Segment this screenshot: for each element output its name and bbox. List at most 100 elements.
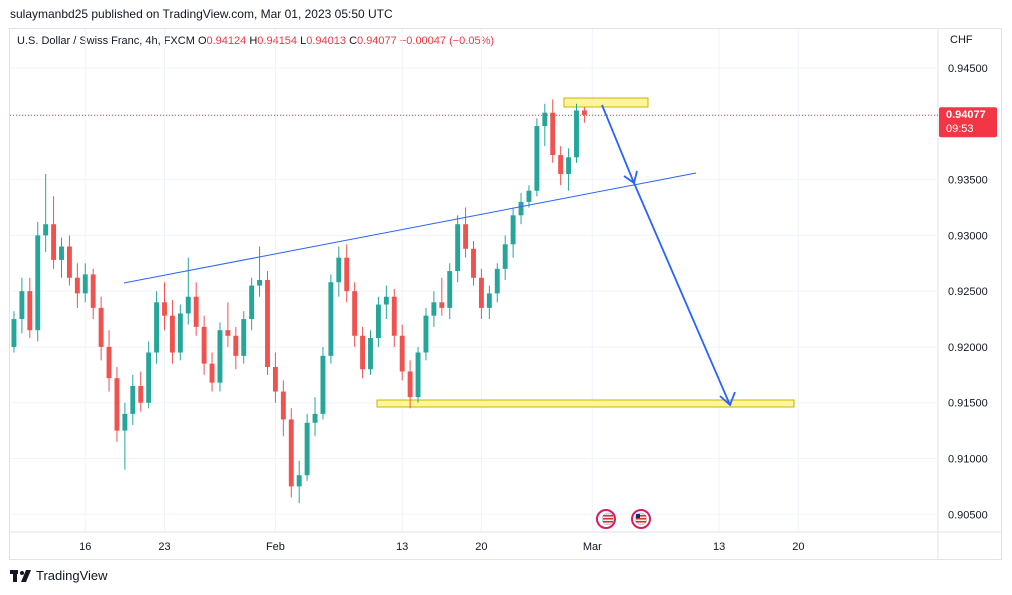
candle [320, 346, 326, 420]
us-flag-icon[interactable] [631, 509, 651, 529]
candle [518, 192, 524, 225]
candle-body [455, 224, 461, 272]
candle [146, 341, 152, 409]
trendline[interactable] [123, 172, 697, 284]
event-flag-icon[interactable] [596, 509, 616, 529]
candle [304, 413, 310, 481]
candle [494, 263, 500, 303]
candle-body [328, 282, 334, 356]
candle [542, 103, 548, 147]
badge-price: 0.94077 [946, 109, 986, 121]
candle [225, 302, 231, 347]
time-tick-label: Mar [583, 541, 602, 553]
badge-countdown: 09:53 [946, 123, 974, 135]
symbol-name[interactable]: U.S. Dollar / Swiss Franc, 4h, FXCM [17, 35, 195, 47]
low-label: L [300, 35, 307, 47]
candle-body [43, 224, 49, 236]
price-tick-label: 0.90500 [948, 509, 988, 521]
candle-body [486, 293, 492, 308]
candle-body [375, 304, 381, 339]
price-axis[interactable]: 0.90500 0.91000 0.91500 0.92000 0.92500 0.930… [948, 63, 988, 521]
candle-body [478, 277, 484, 308]
candle [217, 322, 223, 392]
candle [550, 99, 556, 163]
candle [11, 311, 17, 353]
footer-brand[interactable]: TradingView [10, 568, 108, 583]
candle [352, 282, 358, 347]
candle [344, 244, 350, 303]
candle [233, 326, 239, 370]
price-tick-label: 0.93000 [948, 230, 988, 242]
candle [51, 196, 57, 269]
candle-body [217, 330, 223, 383]
candle-body [581, 110, 587, 115]
candle [439, 277, 445, 316]
candle [566, 148, 572, 191]
time-tick-label: 16 [79, 541, 91, 553]
support-zone[interactable] [376, 399, 795, 408]
candle-body [415, 352, 421, 398]
candle-body [336, 257, 342, 283]
tradingview-logo-icon [10, 569, 31, 582]
resistance-zone[interactable] [563, 97, 649, 108]
candle-body [510, 215, 516, 245]
candle-body [566, 157, 572, 175]
candle-body [59, 246, 64, 260]
candle-body [138, 385, 144, 403]
candle-body [280, 391, 286, 420]
candle [328, 274, 334, 364]
projection-arrow-2[interactable] [633, 182, 736, 407]
candle [19, 277, 25, 334]
candle [209, 352, 215, 392]
candle-body [344, 257, 350, 292]
candle-body [66, 246, 72, 278]
candle [502, 235, 508, 280]
high-label: H [249, 35, 258, 47]
projection-arrow-1[interactable] [601, 104, 638, 185]
candle-body [502, 244, 508, 269]
candle [130, 374, 136, 426]
candle-body [146, 352, 152, 403]
candle-body [526, 190, 532, 202]
candle [478, 268, 484, 320]
candle-body [193, 296, 199, 327]
candle [27, 277, 33, 339]
symbol-legend: U.S. Dollar / Swiss Franc, 4h, FXCM O0.9… [17, 35, 494, 47]
candle-body [320, 355, 326, 414]
candle [399, 324, 405, 381]
candle [106, 330, 112, 392]
candle-body [51, 224, 57, 260]
candle-body [11, 319, 17, 347]
candle-body [35, 235, 41, 331]
candle-body [249, 285, 255, 320]
candle [360, 326, 366, 379]
time-axis[interactable]: 16 23 Feb 13 20 Mar 13 20 [79, 541, 804, 553]
candle [558, 146, 564, 186]
candle [66, 235, 72, 286]
candle-body [558, 155, 564, 175]
candle-body [542, 112, 548, 127]
candle-body [360, 335, 366, 370]
candle [265, 271, 270, 375]
currency-label: CHF [950, 34, 973, 46]
candle [185, 257, 191, 325]
candle [574, 103, 579, 163]
candle-body [225, 330, 231, 336]
candle-body [447, 271, 453, 308]
time-tick-label: 20 [792, 541, 804, 553]
candle [114, 367, 120, 442]
candle-body [201, 326, 207, 364]
candle-body [130, 385, 136, 414]
candle-body [114, 378, 120, 431]
candle-body [423, 315, 429, 353]
time-tick-label: 23 [158, 541, 170, 553]
chart-frame [9, 28, 1002, 560]
price-tick-label: 0.91500 [948, 398, 988, 410]
candle-body [534, 126, 540, 191]
price-tick-label: 0.93500 [948, 175, 988, 187]
candle-body [209, 363, 215, 383]
candle [368, 330, 373, 375]
candle-body [74, 277, 80, 294]
candle [257, 246, 263, 297]
